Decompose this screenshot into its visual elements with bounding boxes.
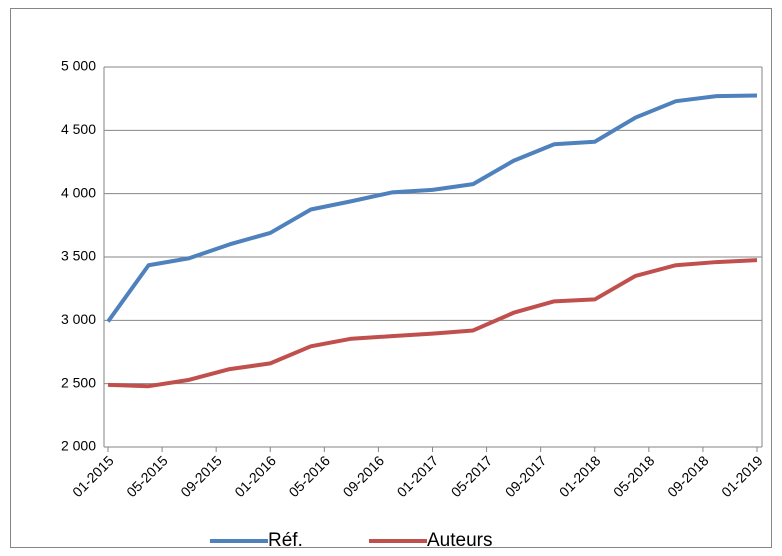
chart-frame [10, 8, 772, 548]
y-tick-label: 5 000 [61, 58, 96, 74]
legend-label: Auteurs [427, 530, 492, 551]
y-tick-label: 2 000 [61, 438, 96, 454]
legend-label: Réf. [268, 530, 303, 551]
y-tick-label: 3 500 [61, 248, 96, 264]
series-line [107, 258, 758, 389]
y-tick-label: 4 000 [61, 184, 96, 200]
y-tick-label: 2 500 [61, 374, 96, 390]
y-tick-label: 4 500 [61, 121, 96, 137]
series-line [106, 93, 758, 323]
y-tick-label: 3 000 [61, 311, 96, 327]
